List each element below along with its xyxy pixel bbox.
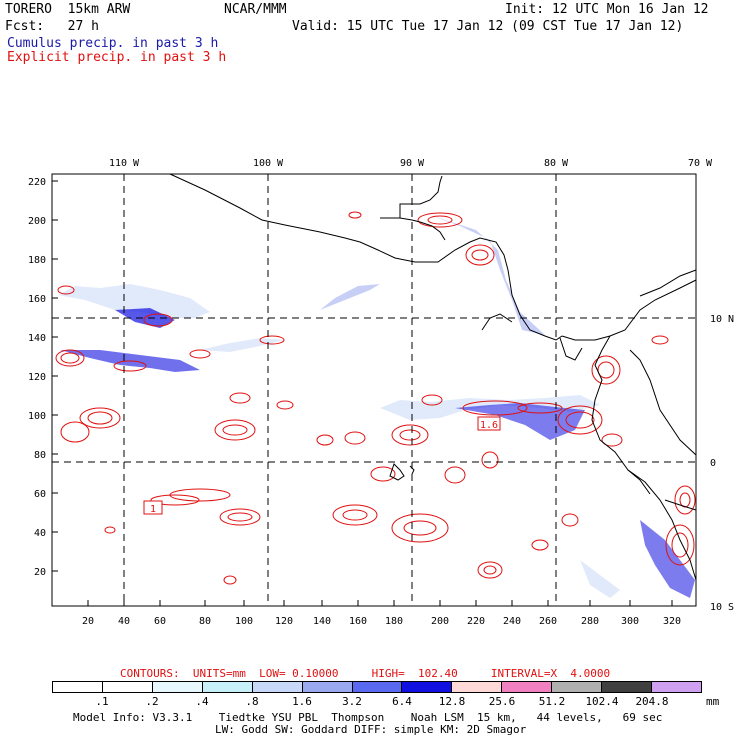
left-axis-label: 160 bbox=[28, 294, 46, 305]
bottom-axis-label: 200 bbox=[431, 616, 449, 627]
right-axis-label: 0 bbox=[710, 458, 716, 469]
model-name: TORERO 15km ARW bbox=[5, 2, 131, 17]
bottom-axis-label: 100 bbox=[235, 616, 253, 627]
right-axis-label: 10 N bbox=[710, 314, 734, 325]
model-physics: LW: Godd SW: Goddard DIFF: simple KM: 2D… bbox=[215, 723, 527, 736]
legend-level-label: .2 bbox=[145, 695, 159, 708]
legend-swatch bbox=[252, 682, 303, 692]
bottom-axis-label: 240 bbox=[503, 616, 521, 627]
legend-swatch bbox=[652, 682, 701, 692]
legend-level-label: .4 bbox=[195, 695, 209, 708]
forecast-hour: Fcst: 27 h bbox=[5, 19, 99, 34]
legend-unit: mm bbox=[706, 695, 720, 708]
legend-swatch bbox=[602, 682, 653, 692]
coastlines bbox=[169, 173, 697, 581]
legend-swatch bbox=[502, 682, 553, 692]
top-axis-label: 80 W bbox=[544, 158, 569, 169]
legend-swatch bbox=[552, 682, 603, 692]
left-axis-label: 200 bbox=[28, 216, 46, 227]
legend-level-label: .8 bbox=[245, 695, 259, 708]
legend-swatch bbox=[452, 682, 503, 692]
legend-swatch bbox=[102, 682, 153, 692]
left-axis-label: 60 bbox=[34, 489, 46, 500]
right-axis-labels: 10 N 0 10 S bbox=[710, 314, 734, 613]
legend-level-label: 6.4 bbox=[392, 695, 412, 708]
left-axis-label: 80 bbox=[34, 450, 46, 461]
cumulus-precip-areas bbox=[58, 215, 695, 598]
top-axis-label: 100 W bbox=[253, 158, 284, 169]
left-axis-label: 100 bbox=[28, 411, 46, 422]
top-axis-labels: 110 W 100 W 90 W 80 W 70 W bbox=[109, 158, 713, 169]
legend-swatch bbox=[302, 682, 353, 692]
init-time: Init: 12 UTC Mon 16 Jan 12 bbox=[505, 2, 709, 17]
model-info: Model Info: V3.3.1 Tiedtke YSU PBL Thomp… bbox=[73, 711, 663, 724]
bottom-axis-label: 40 bbox=[118, 616, 130, 627]
org-name: NCAR/MMM bbox=[224, 2, 287, 17]
left-axis-label: 20 bbox=[34, 567, 46, 578]
left-axis-labels: 220 200 180 160 140 120 100 80 60 40 20 bbox=[28, 177, 46, 578]
bottom-axis-label: 300 bbox=[621, 616, 639, 627]
right-axis-label: 10 S bbox=[710, 602, 734, 613]
bottom-axis-label: 260 bbox=[539, 616, 557, 627]
legend-color-bar bbox=[52, 681, 702, 693]
top-axis-label: 70 W bbox=[688, 158, 713, 169]
bottom-axis-label: 80 bbox=[199, 616, 211, 627]
map-annotation-left: 1 bbox=[143, 500, 163, 515]
legend-level-label: .1 bbox=[95, 695, 109, 708]
legend-level-label: 1.6 bbox=[292, 695, 312, 708]
legend-level-label: 3.2 bbox=[342, 695, 362, 708]
bottom-axis-labels: 20 40 60 80 100 120 140 160 180 200 220 … bbox=[82, 616, 681, 627]
legend-level-label: 102.4 bbox=[585, 695, 619, 708]
legend-swatch bbox=[202, 682, 253, 692]
legend-level-label: 12.8 bbox=[438, 695, 466, 708]
left-axis-label: 220 bbox=[28, 177, 46, 188]
bottom-axis-label: 120 bbox=[275, 616, 293, 627]
svg-text:1.6: 1.6 bbox=[480, 420, 498, 431]
left-axis-label: 120 bbox=[28, 372, 46, 383]
bottom-axis-label: 220 bbox=[467, 616, 485, 627]
legend-swatch bbox=[152, 682, 203, 692]
explicit-label: Explicit precip. in past 3 h bbox=[7, 50, 227, 65]
legend-level-label: 51.2 bbox=[538, 695, 566, 708]
contour-info: CONTOURS: UNITS=mm LOW= 0.10000 HIGH= 10… bbox=[120, 667, 611, 680]
valid-time: Valid: 15 UTC Tue 17 Jan 12 (09 CST Tue … bbox=[292, 19, 684, 34]
map-annotation-right: 1.6 bbox=[477, 416, 501, 431]
svg-text:1: 1 bbox=[150, 504, 156, 515]
bottom-axis-label: 180 bbox=[385, 616, 403, 627]
map-frame bbox=[51, 173, 697, 607]
left-axis-label: 40 bbox=[34, 528, 46, 539]
left-axis-label: 140 bbox=[28, 333, 46, 344]
bottom-axis-label: 20 bbox=[82, 616, 94, 627]
legend-swatch bbox=[352, 682, 403, 692]
legend-level-label: 25.6 bbox=[488, 695, 516, 708]
legend-swatch bbox=[53, 682, 103, 692]
bottom-axis-label: 140 bbox=[313, 616, 331, 627]
legend-level-label: 204.8 bbox=[635, 695, 669, 708]
top-axis-label: 110 W bbox=[109, 158, 140, 169]
bottom-axis-label: 60 bbox=[154, 616, 166, 627]
cumulus-label: Cumulus precip. in past 3 h bbox=[7, 36, 219, 51]
explicit-precip-contours bbox=[55, 211, 696, 585]
axis-ticks bbox=[52, 180, 673, 606]
legend-swatch bbox=[402, 682, 453, 692]
left-axis-label: 180 bbox=[28, 255, 46, 266]
grid-lines bbox=[52, 174, 696, 606]
top-axis-label: 90 W bbox=[400, 158, 425, 169]
bottom-axis-label: 280 bbox=[581, 616, 599, 627]
bottom-axis-label: 160 bbox=[349, 616, 367, 627]
bottom-axis-label: 320 bbox=[663, 616, 681, 627]
